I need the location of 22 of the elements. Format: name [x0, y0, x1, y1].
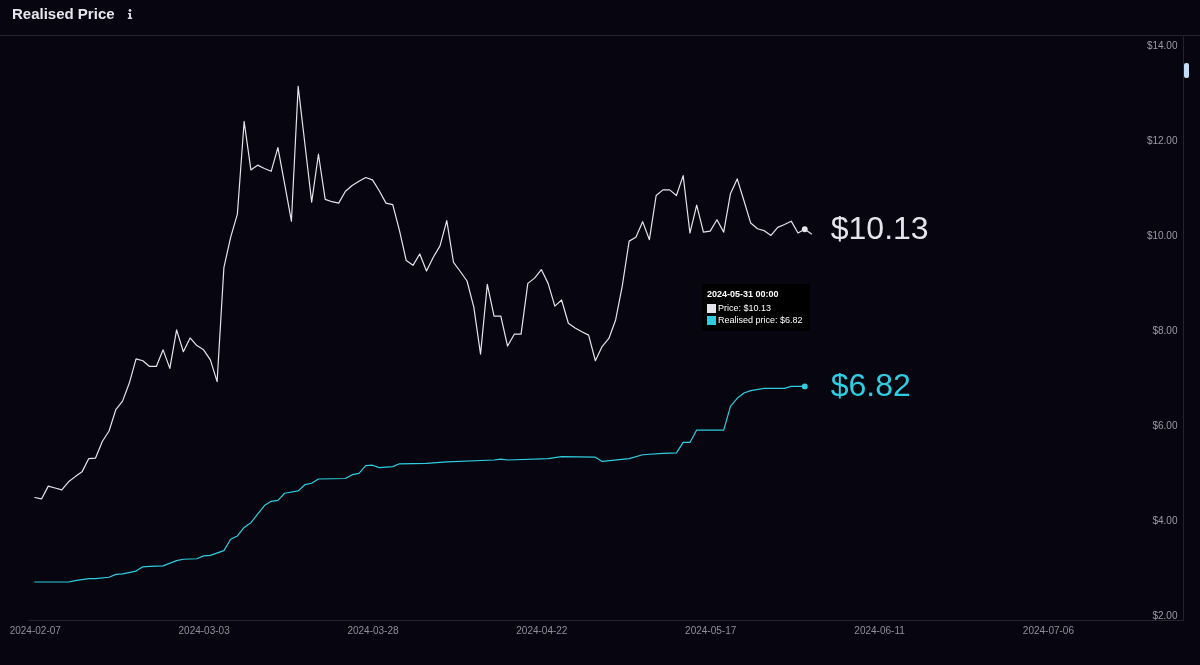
y-tick-label: $2.00	[1152, 609, 1178, 621]
annotation: Realised price: $6.82	[718, 314, 803, 326]
annotation: 2024-05-31 00:00	[707, 288, 780, 300]
y-tick-label: $4.00	[1152, 514, 1178, 526]
line-series	[34, 85, 813, 500]
annotation: $6.82	[830, 367, 911, 404]
x-tick-label: 2024-03-03	[178, 624, 231, 636]
y-tick-label: $6.00	[1152, 419, 1178, 431]
x-tick-label: 2024-06-11	[854, 624, 906, 636]
y-tick-label: $14.00	[1146, 40, 1178, 51]
x-tick-label: 2024-02-07	[9, 624, 62, 636]
x-tick-label: 2024-03-28	[347, 624, 399, 636]
x-tick-label: 2024-07-06	[1022, 624, 1075, 636]
annotation: Price: $10.13	[718, 302, 772, 314]
y-tick-label: $10.00	[1146, 229, 1178, 241]
x-tick-label: 2024-05-17	[685, 624, 737, 636]
y-tick-label: $8.00	[1152, 324, 1178, 336]
x-tick-label: 2024-04-22	[516, 624, 568, 636]
chart-title: Realised Price	[12, 5, 115, 22]
y-tick-label: $12.00	[1146, 134, 1178, 146]
tooltip-box: 2024-05-31 00:00 Price: $10.13 Realised price: $6.82	[702, 284, 810, 331]
annotation: $10.13	[830, 210, 929, 247]
